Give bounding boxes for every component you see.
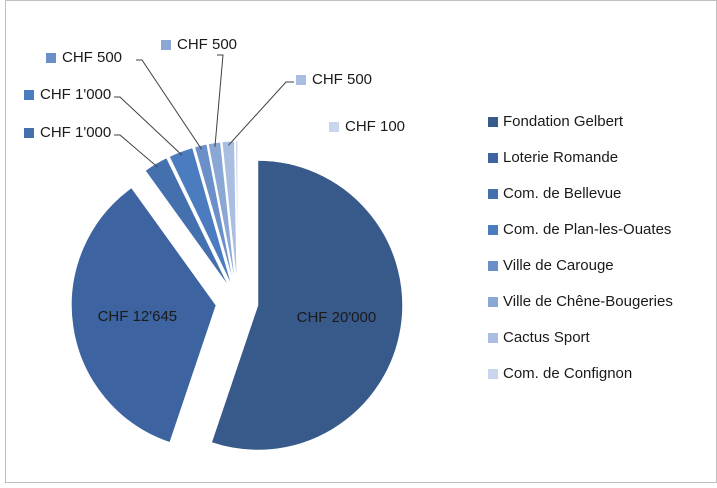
data-label: CHF 500 — [177, 36, 237, 53]
pie-slice — [70, 186, 217, 444]
label-marker — [296, 75, 306, 85]
legend-swatch — [488, 189, 498, 199]
legend-swatch — [488, 153, 498, 163]
legend-label: Fondation Gelbert — [503, 113, 624, 130]
leader-line — [114, 134, 158, 168]
label-marker — [161, 40, 171, 50]
data-label: CHF 1'000 — [40, 124, 111, 141]
pie-slice — [221, 140, 238, 287]
legend-label: Com. de Plan-les-Ouates — [503, 221, 671, 238]
legend-swatch — [488, 369, 498, 379]
pie-slice — [207, 141, 237, 287]
pie-slice — [234, 140, 239, 287]
legend-swatch — [488, 225, 498, 235]
data-label: CHF 1'000 — [40, 86, 111, 103]
pie-slice — [144, 157, 231, 289]
legend-swatch — [488, 261, 498, 271]
label-marker — [329, 122, 339, 132]
legend-swatch — [488, 117, 498, 127]
legend-swatch — [488, 297, 498, 307]
data-label: CHF 12'645 — [98, 308, 178, 325]
data-label: CHF 500 — [62, 49, 122, 66]
legend-swatch — [488, 333, 498, 343]
legend-label: Ville de Carouge — [503, 257, 614, 274]
label-marker — [46, 53, 56, 63]
label-marker — [24, 90, 34, 100]
data-label: CHF 100 — [345, 118, 405, 135]
data-label: CHF 20'000 — [297, 309, 377, 326]
data-label: CHF 500 — [312, 71, 372, 88]
leader-line — [114, 96, 183, 156]
legend-label: Com. de Bellevue — [503, 185, 621, 202]
pie-slice — [193, 143, 235, 287]
legend-label: Cactus Sport — [503, 329, 591, 346]
label-marker — [24, 128, 34, 138]
leader-line — [136, 59, 203, 150]
legend-label: Com. de Confignon — [503, 365, 632, 382]
leader-line — [228, 81, 294, 146]
legend-label: Ville de Chêne-Bougeries — [503, 293, 673, 310]
legend-label: Loterie Romande — [503, 149, 618, 166]
pie-slice — [210, 159, 404, 451]
leader-line — [214, 54, 224, 147]
pie-slice — [168, 146, 233, 288]
